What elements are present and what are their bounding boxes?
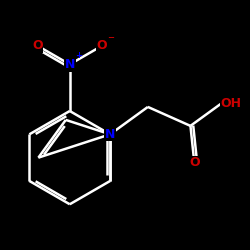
Text: O: O bbox=[32, 39, 43, 52]
Text: OH: OH bbox=[221, 98, 242, 110]
Text: O: O bbox=[189, 156, 200, 170]
Text: N: N bbox=[64, 58, 75, 71]
Text: −: − bbox=[107, 33, 114, 42]
Text: N: N bbox=[105, 128, 115, 141]
Text: +: + bbox=[75, 52, 82, 60]
Text: O: O bbox=[97, 39, 107, 52]
